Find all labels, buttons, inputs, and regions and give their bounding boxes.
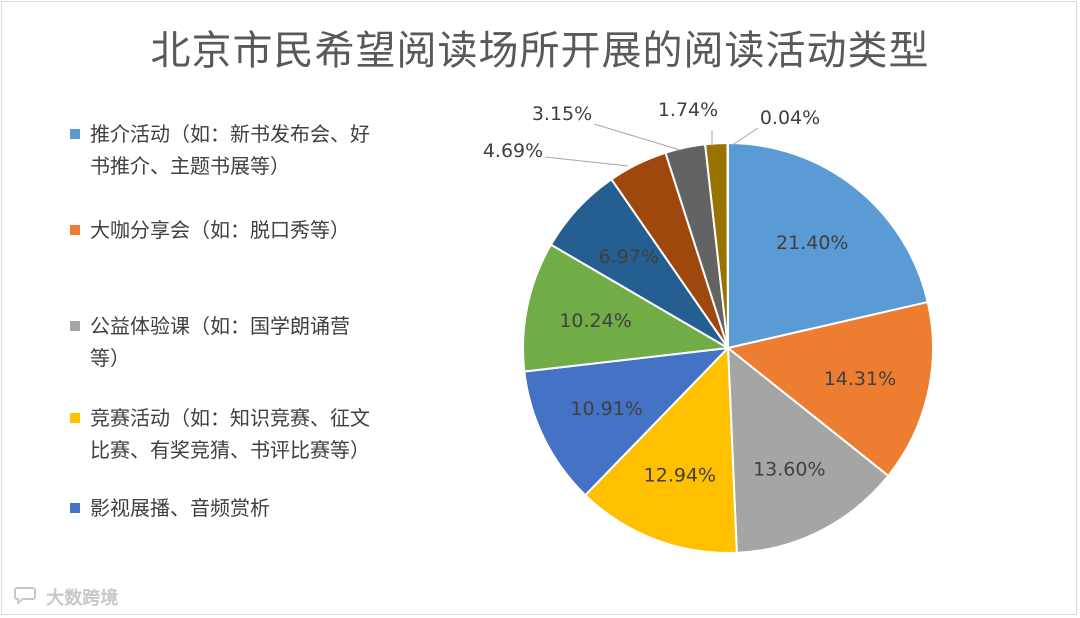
chart-legend: 推介活动（如：新书发布会、好书推介、主题书展等） 大咖分享会（如：脱口秀等） 公… — [70, 118, 370, 526]
legend-item-2: 公益体验课（如：国学朗诵营等） — [70, 310, 370, 402]
legend-swatch-2 — [70, 321, 80, 331]
legend-label-1: 大咖分享会（如：脱口秀等） — [90, 218, 350, 242]
legend-item-3: 竞赛活动（如：知识竞赛、征文比赛、有奖竞猜、书评比赛等） — [70, 402, 370, 492]
data-label-8: 3.15% — [532, 103, 592, 125]
data-label-4: 10.91% — [570, 398, 642, 420]
legend-item-0: 推介活动（如：新书发布会、好书推介、主题书展等） — [70, 118, 370, 214]
chat-bubble-icon — [14, 586, 36, 609]
pie-slice-1 — [725, 300, 934, 478]
data-label-2: 13.60% — [753, 459, 825, 481]
data-label-9: 1.74% — [658, 99, 718, 121]
data-label-0: 21.40% — [776, 232, 848, 254]
legend-label-3: 竞赛活动（如：知识竞赛、征文比赛、有奖竞猜、书评比赛等） — [90, 406, 370, 462]
legend-swatch-0 — [70, 129, 80, 139]
legend-label-4: 影视展播、音频赏析 — [90, 496, 270, 520]
leader-line-8 — [593, 123, 681, 151]
data-label-6: 6.97% — [599, 246, 659, 268]
pie-slice-5 — [522, 243, 732, 373]
watermark-text: 大数跨境 — [46, 588, 119, 609]
legend-item-1: 大咖分享会（如：脱口秀等） — [70, 214, 370, 310]
legend-swatch-3 — [70, 413, 80, 423]
data-label-5: 10.24% — [559, 310, 631, 332]
leader-line-7 — [544, 156, 629, 167]
data-label-1: 14.31% — [824, 368, 896, 390]
legend-label-2: 公益体验课（如：国学朗诵营等） — [90, 314, 350, 370]
chart-title: 北京市民希望阅读场所开展的阅读活动类型 — [150, 28, 930, 74]
pie-slice-3 — [583, 345, 738, 554]
legend-item-4: 影视展播、音频赏析 — [70, 492, 370, 526]
legend-label-0: 推介活动（如：新书发布会、好书推介、主题书展等） — [90, 122, 370, 178]
leader-line-10 — [730, 127, 759, 147]
pie-slice-4 — [523, 346, 731, 497]
pie-slice-2 — [726, 345, 890, 554]
legend-swatch-4 — [70, 503, 80, 513]
watermark: 大数跨境 — [14, 584, 118, 610]
pie-slice-10 — [726, 141, 729, 349]
legend-swatch-1 — [70, 225, 80, 235]
data-label-10: 0.04% — [760, 107, 820, 129]
data-label-7: 4.69% — [483, 140, 543, 162]
pie-slice-0 — [727, 141, 929, 350]
data-label-3: 12.94% — [644, 464, 716, 486]
